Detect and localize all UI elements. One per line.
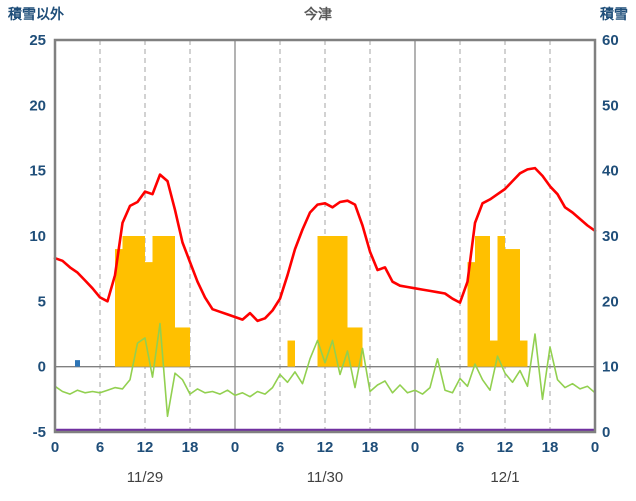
svg-text:12/1: 12/1 xyxy=(490,469,519,486)
svg-text:60: 60 xyxy=(602,32,619,49)
svg-text:6: 6 xyxy=(276,439,284,456)
svg-text:30: 30 xyxy=(602,228,619,245)
svg-text:18: 18 xyxy=(362,439,379,456)
svg-text:6: 6 xyxy=(456,439,464,456)
svg-text:11/29: 11/29 xyxy=(127,469,163,486)
svg-text:10: 10 xyxy=(602,359,619,376)
svg-text:0: 0 xyxy=(38,359,46,376)
svg-text:18: 18 xyxy=(182,439,199,456)
svg-text:0: 0 xyxy=(602,424,610,441)
chart-title: 今津 xyxy=(304,6,332,22)
svg-text:0: 0 xyxy=(411,439,419,456)
svg-text:0: 0 xyxy=(231,439,239,456)
svg-text:40: 40 xyxy=(602,163,619,180)
svg-text:-5: -5 xyxy=(33,424,46,441)
svg-text:11/30: 11/30 xyxy=(307,469,343,486)
svg-text:15: 15 xyxy=(29,163,46,180)
svg-text:0: 0 xyxy=(51,439,59,456)
left-axis-title: 積雪以外 xyxy=(8,6,64,22)
svg-text:12: 12 xyxy=(497,439,514,456)
right-axis-title: 積雪 xyxy=(600,6,628,22)
svg-text:5: 5 xyxy=(38,293,46,310)
svg-text:12: 12 xyxy=(137,439,154,456)
svg-text:6: 6 xyxy=(96,439,104,456)
svg-text:12: 12 xyxy=(317,439,334,456)
svg-text:10: 10 xyxy=(29,228,46,245)
svg-text:18: 18 xyxy=(542,439,559,456)
svg-text:25: 25 xyxy=(29,32,46,49)
svg-text:20: 20 xyxy=(29,97,46,114)
svg-text:50: 50 xyxy=(602,97,619,114)
svg-text:0: 0 xyxy=(591,439,599,456)
svg-text:20: 20 xyxy=(602,293,619,310)
